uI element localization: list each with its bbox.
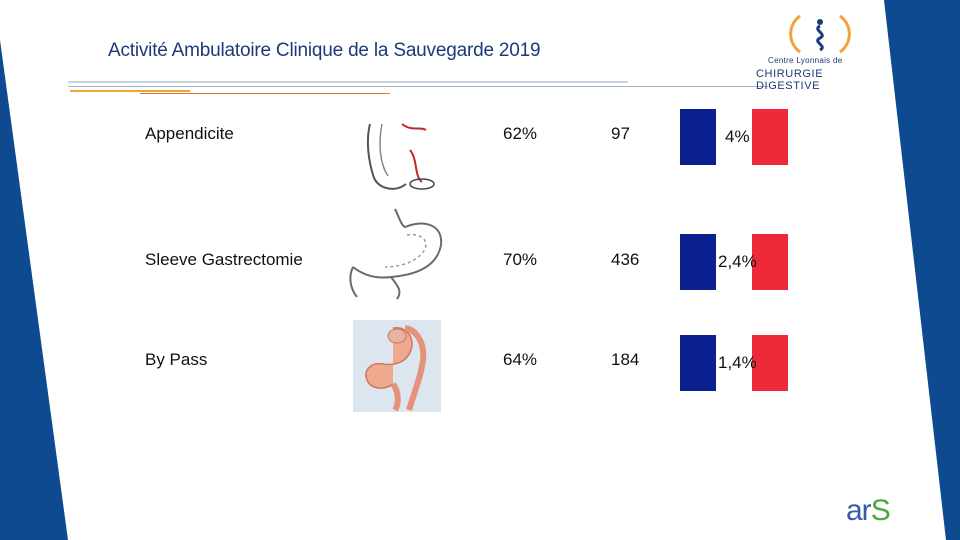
procedure-count: 184 — [611, 350, 640, 369]
procedure-count: 436 — [611, 250, 640, 269]
title-rule-2 — [68, 86, 768, 87]
national-rate: 2,4% — [718, 252, 757, 271]
national-rate: 1,4% — [718, 353, 757, 372]
title-rule-4 — [140, 93, 390, 94]
logo-line2: CHIRURGIE DIGESTIVE — [756, 68, 824, 92]
bypass-illustration — [353, 320, 441, 412]
ambulatory-percent: 64% — [503, 350, 538, 369]
national-rate: 4% — [725, 127, 750, 146]
clinic-logo: Centre Lyonnais de CHIRURGIE DIGESTIVE — [750, 12, 890, 92]
french-flag: 2,4% — [680, 234, 788, 290]
procedure-count: 97 — [611, 124, 630, 143]
ambulatory-percent: 62% — [503, 124, 538, 143]
slide-title: Activité Ambulatoire Clinique de la Sauv… — [108, 40, 541, 61]
procedure-label: Appendicite — [145, 124, 234, 143]
french-flag: 1,4% — [680, 335, 788, 391]
ars-logo: arS — [846, 494, 906, 534]
french-flag: 4% — [680, 109, 788, 165]
logo-line1: Centre Lyonnais de — [768, 56, 843, 65]
ars-logo-s: S — [870, 494, 891, 527]
appendix-illustration — [362, 120, 442, 196]
procedure-label: Sleeve Gastrectomie — [145, 250, 303, 269]
stomach-sleeve-illustration — [349, 208, 443, 300]
logo-emblem-icon — [789, 14, 851, 54]
title-rule-1 — [68, 81, 628, 83]
title-rule-3 — [70, 90, 190, 92]
ambulatory-percent: 70% — [503, 250, 538, 269]
procedure-label: By Pass — [145, 350, 208, 369]
ars-logo-text: ar — [846, 494, 872, 527]
